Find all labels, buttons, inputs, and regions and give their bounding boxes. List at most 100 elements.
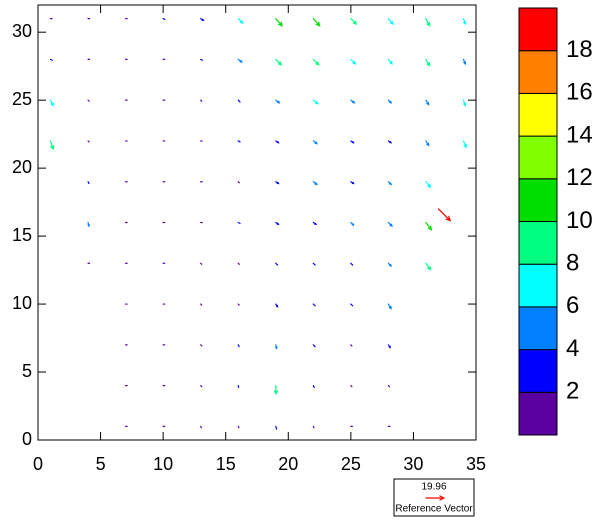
vector-arrow: [276, 141, 279, 143]
x-tick-label: 10: [153, 454, 173, 474]
vector-arrow: [276, 19, 282, 26]
vector-arrow: [388, 100, 391, 103]
vector-arrow: [201, 263, 202, 264]
vector-arrow: [51, 100, 54, 105]
y-tick-label: 10: [12, 293, 32, 313]
colorbar-box: [519, 350, 557, 393]
colorbar-box: [519, 136, 557, 179]
vector-arrow: [426, 100, 429, 105]
vector-arrow: [238, 182, 239, 183]
vector-arrow: [351, 223, 354, 226]
plot-frame: [38, 5, 476, 440]
colorbar-label: 8: [566, 250, 579, 277]
vector-arrow: [88, 141, 89, 142]
vector-arrow: [313, 141, 317, 144]
vector-arrow: [313, 345, 315, 347]
vector-arrow: [351, 304, 353, 306]
vector-arrow: [313, 59, 318, 64]
x-tick-label: 5: [96, 454, 106, 474]
vector-arrow: [276, 59, 281, 64]
vector-arrow: [351, 19, 356, 24]
vector-arrow: [276, 263, 278, 265]
vector-arrow: [313, 386, 314, 388]
vector-arrow: [51, 141, 54, 149]
vector-arrow: [463, 19, 465, 24]
y-tick-label: 5: [22, 361, 32, 381]
vector-arrow: [276, 304, 278, 307]
vector-arrow: [313, 304, 315, 306]
vector-arrow: [388, 59, 392, 64]
vector-arrow: [426, 223, 431, 230]
vector-arrow: [313, 426, 314, 427]
vector-arrow: [388, 263, 391, 266]
colorbar-label: 10: [566, 207, 593, 234]
colorbar-label: 18: [566, 36, 593, 63]
reference-label: Reference Vector: [395, 504, 473, 515]
vector-arrow: [426, 182, 431, 187]
vector-arrow: [426, 263, 431, 269]
colorbar-label: 4: [566, 335, 579, 362]
vector-arrow: [51, 59, 53, 60]
vector-arrow: [388, 223, 392, 227]
vector-arrow: [438, 209, 450, 221]
vector-arrow: [388, 345, 390, 348]
vector-arrow: [88, 223, 89, 227]
vector-arrow: [426, 19, 430, 26]
colorbar-label: 6: [566, 292, 579, 319]
colorbar-label: 12: [566, 164, 593, 191]
vector-arrow: [276, 223, 279, 225]
vector-arrow: [351, 100, 355, 103]
vector-arrow: [238, 59, 242, 62]
vector-arrow: [201, 345, 202, 346]
colorbar-box: [519, 264, 557, 307]
vector-arrow: [276, 182, 279, 184]
vector-arrow: [463, 59, 465, 64]
vector-arrow: [463, 141, 466, 147]
vector-arrow: [238, 223, 240, 224]
vector-arrow: [313, 182, 317, 185]
vector-arrow: [351, 141, 354, 143]
vector-arrow: [88, 182, 89, 184]
colorbar-label: 2: [566, 378, 579, 405]
y-tick-label: 20: [12, 157, 32, 177]
vector-arrow: [163, 19, 165, 20]
vector-arrow: [313, 263, 315, 265]
vector-arrow: [276, 426, 277, 429]
vector-arrow: [238, 426, 239, 427]
vector-arrow: [351, 263, 353, 265]
vector-arrow: [201, 386, 202, 387]
vector-arrow: [238, 304, 239, 305]
x-tick-label: 35: [466, 454, 486, 474]
vector-arrow: [388, 141, 391, 143]
vector-arrow: [201, 100, 202, 101]
vector-arrow: [201, 304, 202, 305]
vector-arrow: [238, 100, 240, 102]
colorbar-box: [519, 307, 557, 350]
reference-value: 19.96: [421, 482, 446, 493]
vector-arrow: [313, 100, 318, 104]
vector-arrow: [426, 59, 430, 65]
vector-arrow: [238, 141, 240, 142]
vector-arrow: [351, 59, 356, 64]
vector-arrow: [351, 386, 352, 387]
y-tick-label: 15: [12, 225, 32, 245]
vector-arrow: [238, 345, 239, 347]
x-tick-label: 15: [216, 454, 236, 474]
vector-arrow: [388, 386, 389, 387]
y-tick-label: 0: [22, 429, 32, 449]
vector-arrow: [463, 100, 465, 105]
colorbar-box: [519, 51, 557, 94]
vector-arrow: [313, 19, 319, 26]
colorbar-box: [519, 93, 557, 136]
vector-arrow: [276, 100, 280, 103]
vector-arrow: [201, 19, 204, 21]
colorbar-box: [519, 179, 557, 222]
colorbar-label: 16: [566, 79, 593, 106]
colorbar-label: 14: [566, 121, 593, 148]
vector-arrow: [238, 263, 239, 264]
vector-arrow: [388, 19, 393, 24]
x-tick-label: 20: [278, 454, 298, 474]
vector-arrow: [201, 426, 202, 427]
y-tick-label: 30: [12, 21, 32, 41]
